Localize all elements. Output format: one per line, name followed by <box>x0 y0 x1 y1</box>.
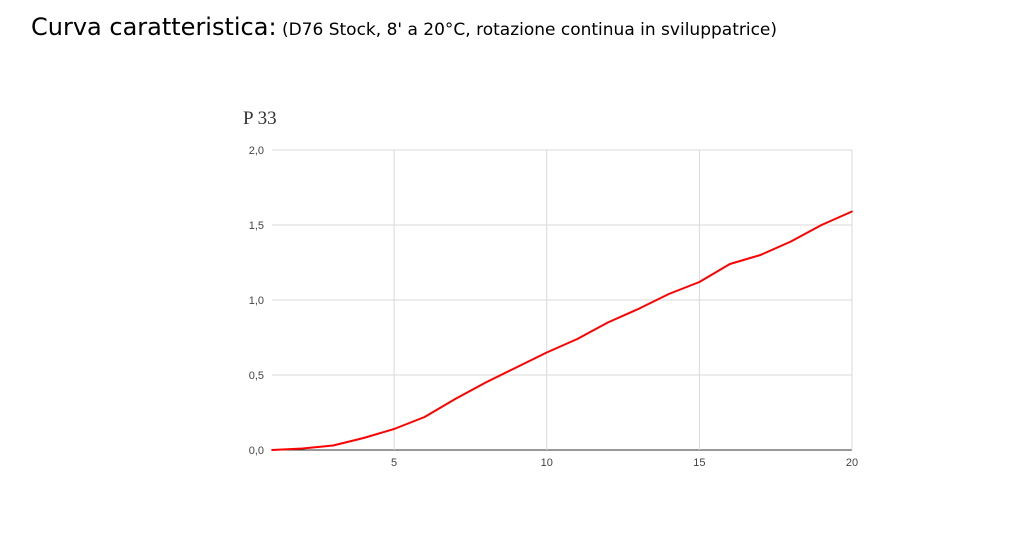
data-point <box>820 224 823 226</box>
x-tick-label: 5 <box>391 457 397 469</box>
y-tick-label: 0,0 <box>249 445 264 457</box>
data-point <box>790 240 792 243</box>
data-point <box>851 210 853 213</box>
data-point <box>698 281 701 283</box>
data-point <box>301 447 304 450</box>
data-point <box>332 444 334 447</box>
data-point <box>484 381 487 384</box>
data-point <box>576 338 579 340</box>
data-point <box>393 428 396 430</box>
data-point <box>423 416 426 418</box>
data-point <box>759 254 762 256</box>
series-line <box>271 210 853 451</box>
data-point <box>606 321 609 324</box>
data-point <box>454 398 457 400</box>
y-tick-label: 1,5 <box>249 220 264 232</box>
data-point <box>667 293 670 295</box>
y-tick-label: 1,0 <box>249 295 264 307</box>
chart-title: P 33 <box>243 108 277 129</box>
y-tick-label: 0,5 <box>249 370 264 382</box>
x-tick-label: 10 <box>541 457 553 469</box>
data-point <box>515 366 518 369</box>
data-point <box>637 308 640 310</box>
slide-title: Curva caratteristica: (D76 Stock, 8' a 2… <box>31 13 777 41</box>
y-tick-label: 2,0 <box>249 145 264 157</box>
x-tick-label: 15 <box>693 457 705 469</box>
slide-title-subtitle: (D76 Stock, 8' a 20°C, rotazione continu… <box>276 20 778 40</box>
data-point <box>271 449 273 451</box>
data-point <box>545 351 548 354</box>
data-point <box>362 437 365 439</box>
x-tick-label: 20 <box>846 457 858 469</box>
slide-title-main: Curva caratteristica: <box>31 13 277 41</box>
data-point <box>728 263 731 265</box>
